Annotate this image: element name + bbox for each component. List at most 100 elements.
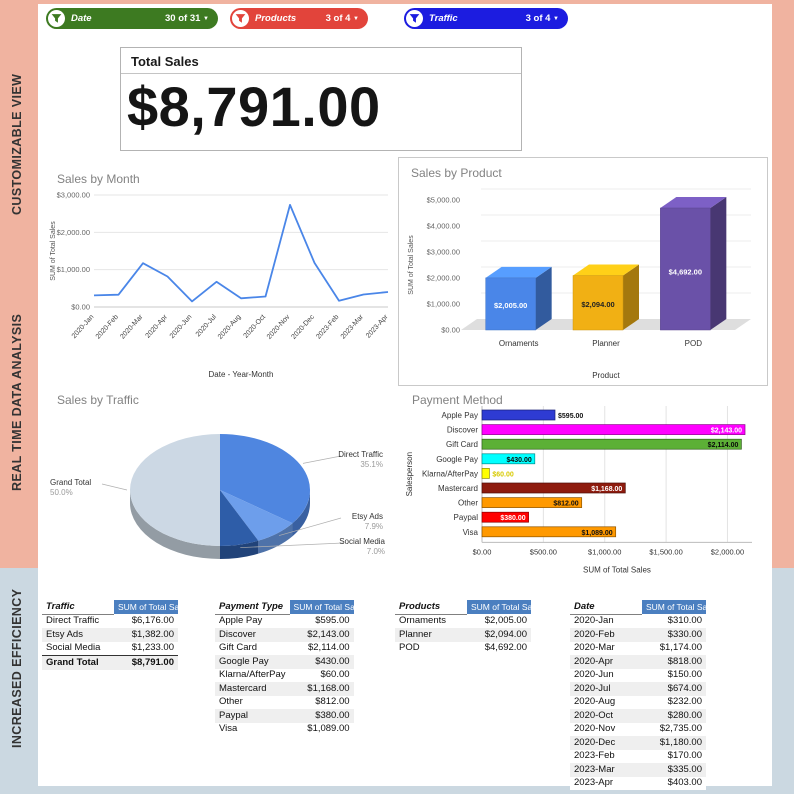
pivot-table-traffic: Traffic SUM of Total Sal Direct Traffic $6… (42, 600, 178, 670)
total-sales-card: Total Sales $8,791.00 (120, 47, 522, 151)
svg-text:2020-Jan: 2020-Jan (71, 314, 96, 340)
side-label-customizable-view: CUSTOMIZABLE VIEW (10, 73, 24, 216)
svg-text:$2,143.00: $2,143.00 (711, 428, 742, 435)
pivot-table-payment-type: Payment Type SUM of Total Sa Apple Pay $59… (215, 600, 354, 736)
svg-text:Google Pay: Google Pay (436, 455, 478, 464)
svg-text:$812.00: $812.00 (553, 501, 578, 508)
svg-text:$3,000.00: $3,000.00 (427, 248, 460, 257)
table-header-field: Date (570, 600, 642, 615)
chevron-down-icon: ▼ (203, 16, 209, 22)
table-row: Paypal $380.00 (215, 709, 354, 723)
filter-pill-date[interactable]: Date 30 of 31 ▼ (46, 8, 218, 29)
table-header-field: Payment Type (215, 600, 290, 615)
svg-text:Mastercard: Mastercard (438, 484, 478, 493)
svg-text:2020-Aug: 2020-Aug (217, 314, 243, 341)
table-row: Etsy Ads $1,382.00 (42, 628, 178, 642)
svg-text:$0.00: $0.00 (441, 326, 460, 335)
table-header-sum: SUM of Total Sa (289, 600, 354, 614)
total-sales-value: $8,791.00 (127, 75, 381, 138)
svg-text:$2,000.00: $2,000.00 (57, 228, 90, 237)
svg-text:2020-Apr: 2020-Apr (145, 313, 170, 340)
table-header-sum: SUM of Total Sa (642, 600, 706, 614)
svg-text:$2,005.00: $2,005.00 (494, 301, 527, 310)
table-row: 2020-Feb $330.00 (570, 628, 706, 642)
sales-by-traffic-chart[interactable]: Direct Traffic 35.1% Etsy Ads 7.9% Social … (48, 406, 398, 580)
svg-text:$1,168.00: $1,168.00 (591, 486, 622, 493)
svg-text:$500.00: $500.00 (530, 547, 557, 556)
grand-total-row: Grand Total $8,791.00 (42, 655, 178, 670)
filter-count-dropdown[interactable]: 30 of 31 ▼ (165, 13, 209, 24)
sales-by-traffic-title: Sales by Traffic (57, 393, 139, 407)
svg-text:$2,114.00: $2,114.00 (708, 442, 739, 449)
table-row: Ornaments $2,005.00 (399, 614, 527, 626)
table-row: 2020-Jul $674.00 (570, 682, 706, 696)
svg-text:Paypal: Paypal (454, 513, 479, 522)
table-row: 2023-Feb $170.00 (574, 750, 702, 761)
table-header-field: Products (395, 600, 467, 615)
sales-by-product-card[interactable]: Sales by Product $0.00 $1,000.00 $2,000.00… (398, 157, 768, 386)
table-row: Google Pay $430.00 (215, 655, 354, 669)
sales-by-month-chart[interactable]: $0.00 $1,000.00 $2,000.00 $3,000.00 2020-Jan… (46, 185, 396, 385)
table-row: POD $4,692.00 (399, 642, 527, 653)
table-row: Social Media $1,233.00 (46, 642, 174, 653)
table-header-row: Date SUM of Total Sa (570, 600, 706, 615)
table-header-row: Products SUM of Total Sa (395, 600, 531, 615)
table-row: 2020-Aug $232.00 (574, 696, 702, 707)
svg-text:$0.00: $0.00 (71, 303, 90, 312)
filter-label: Products (255, 13, 297, 24)
table-row: 2020-Nov $2,735.00 (574, 723, 702, 734)
table-header-row: Traffic SUM of Total Sal (42, 600, 178, 615)
svg-text:SUM of Total Sales: SUM of Total Sales (50, 221, 57, 281)
funnel-icon (232, 10, 249, 27)
filter-pill-traffic[interactable]: Traffic 3 of 4 ▼ (404, 8, 568, 29)
svg-text:$5,000.00: $5,000.00 (427, 196, 460, 205)
svg-text:Klarna/AfterPay: Klarna/AfterPay (422, 469, 478, 478)
svg-text:2023-Apr: 2023-Apr (365, 313, 390, 340)
table-row: Mastercard $1,168.00 (215, 682, 354, 696)
payment-method-chart[interactable]: $0.00 $500.00 $1,000.00 $1,500.00 $2,000.00 A… (404, 406, 768, 588)
svg-text:$2,000.00: $2,000.00 (427, 274, 460, 283)
dashboard-panel: Date 30 of 31 ▼ Products 3 of 4 ▼ Traffi… (38, 4, 772, 790)
svg-text:$4,000.00: $4,000.00 (427, 222, 460, 231)
table-header-field: Traffic (42, 600, 114, 615)
sales-by-product-chart[interactable]: $0.00 $1,000.00 $2,000.00 $3,000.00 $4,000.0… (403, 184, 763, 384)
svg-text:2020-Jun: 2020-Jun (169, 314, 194, 340)
svg-text:Product: Product (592, 371, 620, 380)
svg-text:SUM of Total Sales: SUM of Total Sales (583, 565, 651, 574)
svg-text:Gift Card: Gift Card (446, 440, 478, 449)
filter-bar: Date 30 of 31 ▼ Products 3 of 4 ▼ Traffi… (46, 8, 568, 30)
table-header-row: Payment Type SUM of Total Sa (215, 600, 354, 615)
filter-pill-products[interactable]: Products 3 of 4 ▼ (230, 8, 368, 29)
svg-text:Visa: Visa (463, 528, 479, 537)
total-sales-title: Total Sales (121, 48, 521, 74)
svg-text:$1,089.00: $1,089.00 (581, 530, 612, 537)
funnel-icon (48, 10, 65, 27)
svg-text:$2,000.00: $2,000.00 (711, 547, 744, 556)
svg-text:Ornaments: Ornaments (499, 339, 539, 348)
table-row: Direct Traffic $6,176.00 (46, 614, 174, 626)
table-row: 2023-Mar $335.00 (570, 763, 706, 777)
svg-text:Planner: Planner (592, 339, 620, 348)
svg-text:Other: Other (458, 499, 478, 508)
side-label-increased-efficiency: INCREASED EFFICIENCY (10, 588, 24, 748)
filter-count-dropdown[interactable]: 3 of 4 ▼ (525, 13, 559, 24)
svg-text:2020-Jul: 2020-Jul (195, 313, 218, 338)
sales-by-product-title: Sales by Product (411, 166, 502, 180)
side-label-real-time-data-analysis: REAL TIME DATA ANALYSIS (10, 313, 24, 491)
sales-by-month-title: Sales by Month (57, 172, 140, 186)
svg-text:$0.00: $0.00 (473, 547, 492, 556)
svg-text:Salesperson: Salesperson (405, 452, 414, 496)
table-row: 2020-Apr $818.00 (570, 655, 706, 669)
pie-slice-label: Direct Traffic 35.1% (338, 450, 383, 469)
svg-text:$380.00: $380.00 (500, 515, 525, 522)
svg-text:POD: POD (685, 339, 703, 348)
svg-text:2020-Nov: 2020-Nov (266, 313, 292, 341)
svg-text:$1,000.00: $1,000.00 (588, 547, 621, 556)
chevron-down-icon: ▼ (553, 16, 559, 22)
table-row: 2020-Mar $1,174.00 (574, 642, 702, 653)
svg-text:$430.00: $430.00 (506, 457, 531, 464)
svg-text:2023-Mar: 2023-Mar (340, 313, 366, 340)
pie-slice-label: Social Media 7.0% (339, 537, 385, 556)
table-row: 2020-Dec $1,180.00 (570, 736, 706, 750)
filter-count-dropdown[interactable]: 3 of 4 ▼ (325, 13, 359, 24)
